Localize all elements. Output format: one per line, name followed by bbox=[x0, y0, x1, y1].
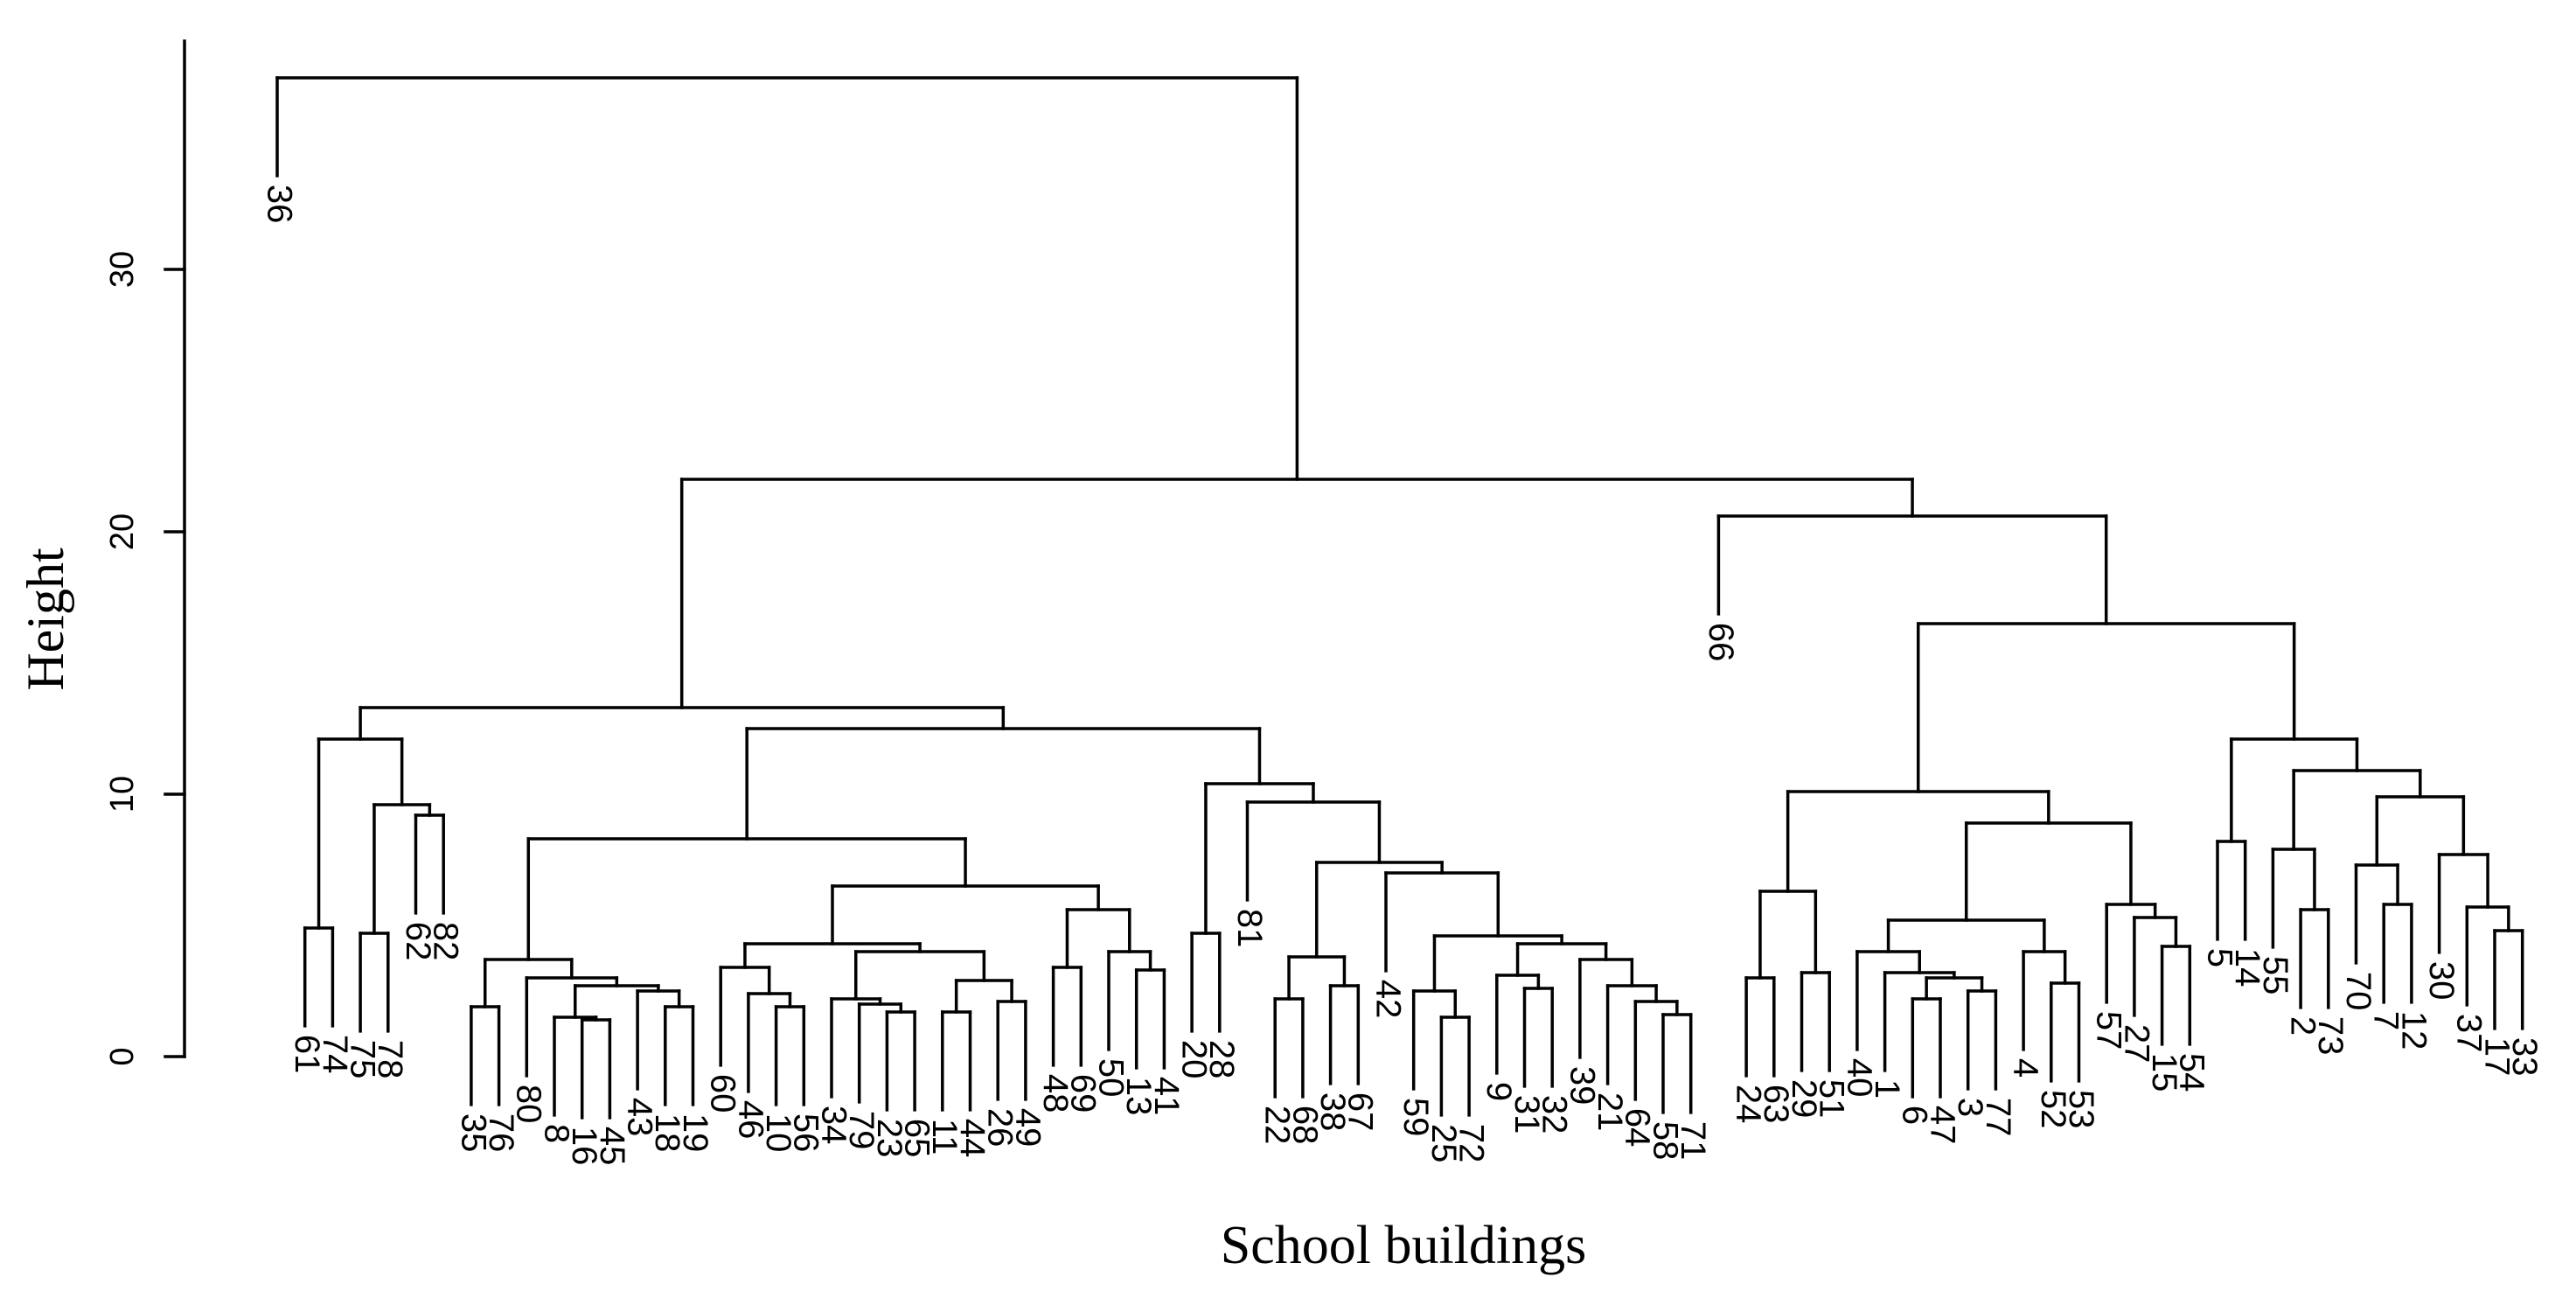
leaf-label: 32 bbox=[1535, 1095, 1574, 1134]
leaf-label: 40 bbox=[1840, 1058, 1878, 1098]
leaf-label: 10 bbox=[759, 1113, 797, 1153]
leaf-label: 81 bbox=[1230, 909, 1269, 948]
leaf-label: 21 bbox=[1591, 1092, 1629, 1132]
leaf-label: 45 bbox=[593, 1127, 631, 1166]
leaf-label: 44 bbox=[953, 1119, 992, 1158]
leaf-label: 15 bbox=[2145, 1053, 2183, 1092]
leaf-label: 11 bbox=[925, 1119, 964, 1155]
leaf-label: 34 bbox=[814, 1106, 853, 1145]
leaf-label: 62 bbox=[399, 922, 437, 961]
leaf-label: 26 bbox=[981, 1108, 1020, 1148]
leaf-label: 61 bbox=[288, 1035, 326, 1074]
leaf-label: 31 bbox=[1507, 1095, 1546, 1134]
leaf-label: 13 bbox=[1119, 1077, 1158, 1116]
leaf-label: 28 bbox=[1202, 1040, 1241, 1079]
leaf-label: 57 bbox=[2090, 1011, 2128, 1050]
leaf-label: 58 bbox=[1646, 1121, 1684, 1161]
leaf-label: 73 bbox=[2311, 1016, 2350, 1056]
leaf-label: 35 bbox=[454, 1113, 492, 1153]
leaf-label: 65 bbox=[898, 1119, 936, 1158]
leaf-label: 39 bbox=[1563, 1066, 1601, 1106]
leaf-label: 82 bbox=[427, 922, 465, 961]
leaf-label: 54 bbox=[2173, 1053, 2211, 1092]
x-axis-label: School buildings bbox=[1221, 1216, 1587, 1275]
leaf-label: 74 bbox=[316, 1035, 354, 1074]
leaf-label: 16 bbox=[565, 1127, 603, 1166]
leaf-label: 33 bbox=[2505, 1037, 2544, 1077]
leaf-label: 18 bbox=[648, 1113, 686, 1153]
leaf-label: 24 bbox=[1730, 1085, 1768, 1124]
leaf-label: 3 bbox=[1951, 1098, 1989, 1117]
leaf-label: 41 bbox=[1147, 1077, 1186, 1116]
leaf-label: 78 bbox=[371, 1040, 409, 1079]
leaf-label: 80 bbox=[510, 1085, 548, 1124]
leaf-label: 17 bbox=[2477, 1037, 2516, 1077]
leaf-label: 52 bbox=[2034, 1090, 2072, 1129]
leaf-label: 46 bbox=[731, 1100, 769, 1140]
leaf-label: 47 bbox=[1923, 1106, 1961, 1145]
leaf-label: 43 bbox=[621, 1098, 659, 1137]
leaf-label: 9 bbox=[1479, 1082, 1518, 1101]
leaf-label: 7 bbox=[2367, 1011, 2405, 1030]
leaf-label: 55 bbox=[2256, 956, 2294, 995]
leaf-label: 70 bbox=[2339, 972, 2378, 1011]
leaf-label: 76 bbox=[482, 1113, 520, 1153]
leaf-label: 25 bbox=[1424, 1124, 1463, 1163]
leaf-label: 71 bbox=[1674, 1121, 1712, 1161]
leaf-label: 66 bbox=[1702, 623, 1740, 662]
leaf-label: 42 bbox=[1368, 980, 1407, 1019]
leaf-label: 23 bbox=[870, 1119, 909, 1158]
leaf-label: 5 bbox=[2200, 948, 2238, 967]
leaf-label: 8 bbox=[537, 1124, 575, 1143]
leaf-label: 12 bbox=[2394, 1011, 2433, 1050]
leaf-label: 53 bbox=[2062, 1090, 2100, 1129]
leaf-label: 49 bbox=[1008, 1108, 1047, 1148]
y-tick-label: 0 bbox=[104, 1047, 141, 1065]
leaf-label: 77 bbox=[1979, 1098, 2017, 1137]
leaf-label: 14 bbox=[2228, 948, 2266, 987]
leaf-label: 29 bbox=[1785, 1079, 1823, 1119]
leaf-label: 63 bbox=[1757, 1085, 1795, 1124]
leaf-label: 51 bbox=[1813, 1079, 1851, 1119]
leaf-label: 56 bbox=[787, 1113, 825, 1153]
leaf-label: 37 bbox=[2450, 1014, 2489, 1053]
leaf-label: 19 bbox=[676, 1113, 714, 1153]
leaf-label: 48 bbox=[1036, 1074, 1075, 1113]
leaf-label: 60 bbox=[704, 1074, 742, 1113]
leaf-label: 72 bbox=[1452, 1124, 1491, 1163]
leaf-label: 4 bbox=[2007, 1058, 2045, 1078]
y-tick-label: 30 bbox=[104, 251, 141, 288]
leaf-label: 75 bbox=[344, 1040, 382, 1079]
leaf-label: 6 bbox=[1896, 1106, 1934, 1125]
y-tick-label: 20 bbox=[104, 513, 141, 550]
leaf-label: 79 bbox=[842, 1111, 881, 1149]
leaf-label: 36 bbox=[260, 185, 298, 224]
leaf-label: 27 bbox=[2117, 1024, 2155, 1064]
leaf-label: 2 bbox=[2284, 1016, 2322, 1036]
y-tick-label: 10 bbox=[104, 776, 141, 813]
leaf-label: 50 bbox=[1091, 1058, 1130, 1098]
leaf-label: 69 bbox=[1064, 1074, 1103, 1113]
leaf-label: 64 bbox=[1619, 1108, 1657, 1148]
leaf-label: 67 bbox=[1341, 1092, 1380, 1132]
leaf-label: 59 bbox=[1396, 1098, 1435, 1137]
y-axis-label: Height bbox=[17, 548, 74, 691]
leaf-label: 1 bbox=[1868, 1079, 1906, 1099]
leaf-label: 20 bbox=[1175, 1040, 1214, 1079]
leaf-label: 30 bbox=[2422, 961, 2461, 1001]
leaf-label: 22 bbox=[1258, 1106, 1297, 1145]
leaf-label: 68 bbox=[1285, 1106, 1324, 1145]
leaf-label: 38 bbox=[1313, 1092, 1352, 1132]
